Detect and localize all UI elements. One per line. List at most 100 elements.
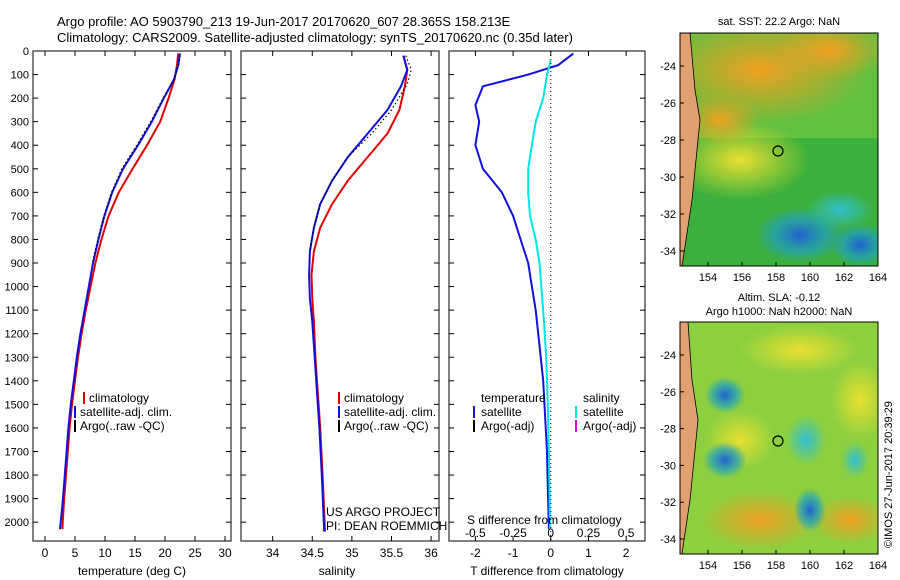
temperature-panel bbox=[32, 50, 232, 542]
lon-tick-label: 164 bbox=[869, 560, 887, 572]
y-tick-label: 1500 bbox=[5, 399, 29, 411]
y-tick-label: 300 bbox=[11, 117, 29, 129]
lon-tick-label: 162 bbox=[835, 560, 853, 572]
legend-label-argo: Argo(..raw -QC) bbox=[344, 419, 429, 433]
series-line-climatology bbox=[61, 53, 180, 530]
sst-map bbox=[680, 33, 878, 266]
y-tick-label: 800 bbox=[11, 234, 29, 246]
series-line-s-satellite bbox=[527, 60, 552, 530]
series-line-satellite-adj-clim- bbox=[308, 55, 409, 532]
lat-tick-label: -24 bbox=[660, 350, 676, 362]
y-tick-label: 1800 bbox=[5, 470, 29, 482]
x-tick-label: 35.5 bbox=[380, 546, 404, 560]
difference-xlabel: T difference from climatology bbox=[470, 564, 624, 578]
sla-lon-ticks: 154 156 158 160 162 164 bbox=[699, 550, 887, 572]
x-tick-label: 36 bbox=[424, 546, 438, 560]
lat-tick-label: -28 bbox=[660, 424, 676, 436]
credits-line-2: PI: DEAN ROEMMICH bbox=[326, 519, 447, 533]
salinity-panel bbox=[240, 50, 440, 542]
legend-label-satellite: satellite-adj. clim. bbox=[344, 405, 436, 419]
y-tick-label: 400 bbox=[11, 140, 29, 152]
x-tick-label: 30 bbox=[218, 546, 232, 560]
temperature-legend: climatology satellite-adj. clim. Argo(..… bbox=[74, 391, 172, 433]
s-tick-label: -0.25 bbox=[499, 526, 527, 540]
legend-title-temperature: temperature bbox=[481, 391, 546, 405]
credits-line-1: US ARGO PROJECT bbox=[326, 505, 441, 519]
y-tick-label: 1700 bbox=[5, 446, 29, 458]
difference-s-ticks: -0.5 -0.25 0 0.25 0.5 bbox=[465, 526, 635, 540]
sst-lon-ticks: 154 156 158 160 162 164 bbox=[699, 262, 887, 284]
x-tick-label: 1 bbox=[585, 546, 592, 560]
sst-lat-ticks: -24 -26 -28 -30 -32 -34 bbox=[660, 61, 684, 258]
x-tick-label: 0 bbox=[547, 546, 554, 560]
legend-label-climatology: climatology bbox=[344, 391, 404, 405]
sla-map-frame bbox=[679, 321, 879, 555]
x-tick-label: 15 bbox=[128, 546, 142, 560]
lat-tick-label: -26 bbox=[660, 387, 676, 399]
y-tick-label: 1000 bbox=[5, 282, 29, 294]
y-tick-label: 500 bbox=[11, 164, 29, 176]
lon-tick-label: 156 bbox=[733, 272, 751, 284]
legend-label-s-satellite: satellite bbox=[583, 405, 624, 419]
y-tick-label: 1600 bbox=[5, 423, 29, 435]
s-tick-label: 0.5 bbox=[618, 526, 635, 540]
s-tick-label: 0.25 bbox=[577, 526, 601, 540]
x-tick-label: 0 bbox=[42, 546, 49, 560]
sla-lat-ticks: -24 -26 -28 -30 -32 -34 bbox=[660, 350, 684, 546]
lat-tick-label: -24 bbox=[660, 61, 676, 73]
y-tick-label: 1300 bbox=[5, 352, 29, 364]
sst-argo-location-marker bbox=[772, 145, 784, 157]
legend-label-satellite: satellite-adj. clim. bbox=[80, 405, 172, 419]
header-line-2: Climatology: CARS2009. Satellite-adjuste… bbox=[57, 30, 573, 45]
lon-tick-label: 154 bbox=[699, 560, 717, 572]
lon-tick-label: 154 bbox=[699, 272, 717, 284]
y-tick-label: 1100 bbox=[5, 305, 29, 317]
y-tick-label: 600 bbox=[11, 187, 29, 199]
legend-title-salinity: salinity bbox=[583, 391, 620, 405]
salinity-series bbox=[308, 55, 412, 532]
sla-map-title-2: Argo h1000: NaN h2000: NaN bbox=[706, 306, 853, 318]
sst-map-frame bbox=[679, 32, 879, 267]
timestamp: ©IMOS 27-Jun-2017 20:39:29 bbox=[883, 401, 895, 548]
salinity-axes: 34 34.5 35 35.5 36 bbox=[241, 50, 439, 560]
y-tick-label: 0 bbox=[23, 46, 29, 58]
x-tick-label: 34.5 bbox=[301, 546, 325, 560]
y-tick-label: 200 bbox=[11, 93, 29, 105]
x-tick-label: 25 bbox=[188, 546, 202, 560]
y-tick-label: 1200 bbox=[5, 329, 29, 341]
lat-tick-label: -32 bbox=[660, 209, 676, 221]
lon-tick-label: 164 bbox=[869, 272, 887, 284]
x-tick-label: 35 bbox=[345, 546, 359, 560]
y-tick-label: 900 bbox=[11, 258, 29, 270]
lat-tick-label: -26 bbox=[660, 98, 676, 110]
s-tick-label: 0 bbox=[547, 526, 554, 540]
x-tick-label: 10 bbox=[98, 546, 112, 560]
header-line-1: Argo profile: AO 5903790_213 19-Jun-2017… bbox=[57, 14, 511, 29]
y-tick-label: 1900 bbox=[5, 494, 29, 506]
lon-tick-label: 158 bbox=[767, 560, 785, 572]
salinity-legend: climatology satellite-adj. clim. Argo(..… bbox=[338, 391, 436, 433]
lat-tick-label: -34 bbox=[660, 246, 676, 258]
lat-tick-label: -30 bbox=[660, 172, 676, 184]
temperature-xlabel: temperature (deg C) bbox=[78, 564, 186, 578]
lat-tick-label: -30 bbox=[660, 460, 676, 472]
legend-label-argo: Argo(..raw -QC) bbox=[80, 419, 165, 433]
sla-map-title-1: Altim. SLA: -0.12 bbox=[738, 292, 821, 304]
legend-label-t-argo: Argo(-adj) bbox=[481, 419, 534, 433]
lat-tick-label: -28 bbox=[660, 135, 676, 147]
x-tick-label: 2 bbox=[623, 546, 630, 560]
series-line-argo-raw-qc- bbox=[91, 55, 181, 264]
lon-tick-label: 160 bbox=[801, 560, 819, 572]
y-tick-label: 1400 bbox=[5, 376, 29, 388]
lat-tick-label: -34 bbox=[660, 534, 676, 546]
difference-series bbox=[474, 52, 575, 530]
lat-tick-label: -32 bbox=[660, 497, 676, 509]
series-line-t-satellite bbox=[474, 52, 575, 530]
legend-label-climatology: climatology bbox=[89, 391, 149, 405]
x-tick-label: 5 bbox=[72, 546, 79, 560]
lon-tick-label: 162 bbox=[835, 272, 853, 284]
difference-legend: temperature satellite Argo(-adj) salinit… bbox=[473, 391, 636, 433]
lon-tick-label: 160 bbox=[801, 272, 819, 284]
salinity-xlabel: salinity bbox=[319, 564, 356, 578]
